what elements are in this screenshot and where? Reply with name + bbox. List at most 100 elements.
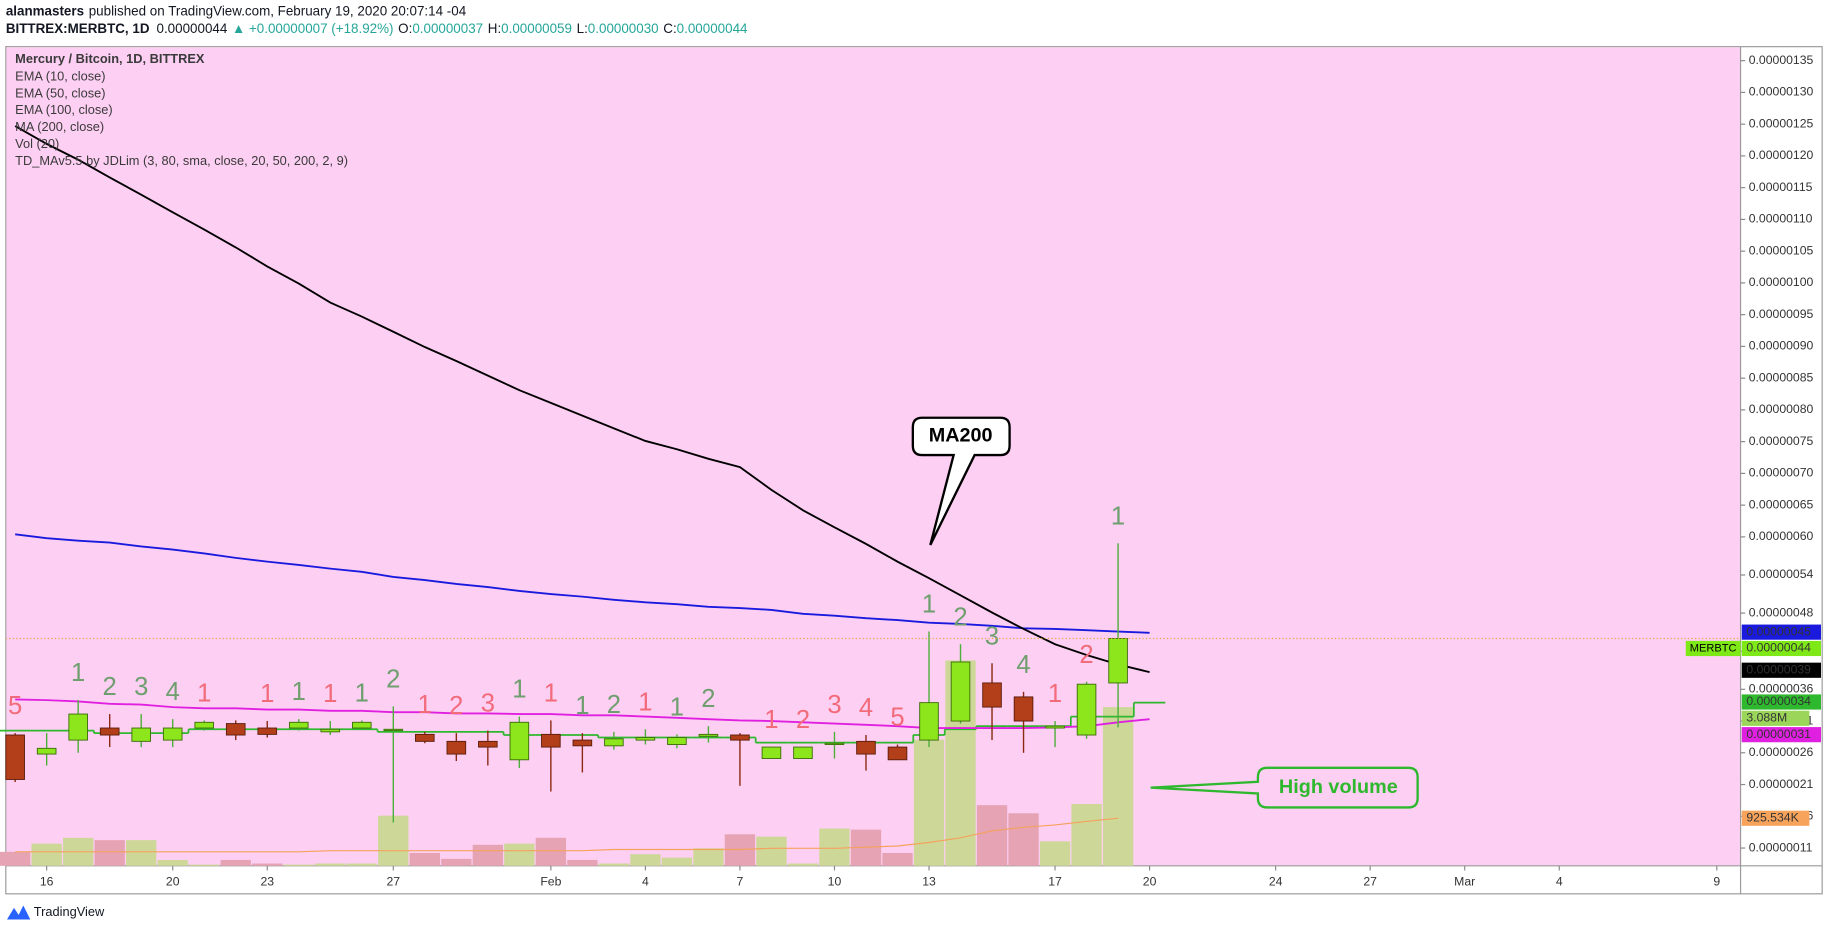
volume-bar [94,840,125,866]
volume-bar [787,863,819,866]
price-label-bg [1741,640,1822,657]
c-value: 0.00000044 [677,21,748,36]
candle-body [572,739,593,747]
ma-line [15,698,1150,729]
y-tick-label: 0.00000011 [1749,840,1813,854]
brand[interactable]: TradingView [34,904,105,919]
legend-entry: EMA (100, close) [15,102,113,117]
volume-bar [315,863,346,866]
candle-body [793,746,813,759]
y-tick-label: 0.00000065 [1749,497,1814,511]
volume-bar [567,859,598,866]
y-tick-label: 0.00000095 [1749,307,1814,321]
h-label: H: [488,21,501,36]
x-tick-label: 27 [386,874,400,888]
l-value: 0.00000030 [588,21,659,36]
volume-bar [630,854,661,866]
volume-bar [535,837,567,866]
symbol-tag: MERBTC [1690,642,1737,654]
y-tick-label: 0.00000085 [1749,370,1814,384]
price-label: 925.534K [1746,810,1799,824]
callout-text: MA200 [929,425,993,447]
td-count: 2 [386,666,400,694]
volume-bar [882,852,913,866]
td-count: 3 [134,673,148,701]
td-count: 1 [292,678,306,706]
td-count: 2 [953,603,967,631]
volume-bar [220,859,251,866]
y-tick-label: 0.00000115 [1749,180,1813,194]
volume-callout: High volume [1150,766,1419,809]
candle-body [478,740,498,748]
legend-entry: MA (200, close) [15,119,104,134]
x-tick-label: Mar [1454,874,1475,888]
volume-bar [819,828,850,866]
candle-body [320,728,341,733]
c-label: C: [663,21,676,36]
x-tick-label: 17 [1048,874,1062,888]
candles-layer [5,543,1128,823]
volume-bar [1008,813,1039,866]
y-tick-label: 0.00000105 [1749,243,1814,257]
volume-bar [441,858,472,866]
candle-body [1076,683,1097,736]
y-tick-label: 0.00000060 [1749,529,1814,543]
o-value: 0.00000037 [412,21,483,36]
candle-body [194,721,215,729]
price-label-bg [1741,694,1822,710]
author[interactable]: alanmasters [6,3,84,18]
candle-body [257,727,278,735]
candle-body [541,733,561,748]
y-tick-label: 0.00000036 [1749,682,1814,696]
x-tick-label: 13 [922,874,936,888]
td-count: 4 [166,678,180,706]
legend-entry: EMA (50, close) [15,85,105,100]
price-label-bg [1741,624,1822,640]
candle-body [131,727,151,742]
logo[interactable] [6,905,31,920]
price-label: 0.00000034 [1746,694,1811,708]
header-line-1: alanmasters published on TradingView.com,… [6,3,467,18]
td-count: 3 [481,690,495,718]
volume-bar [378,815,409,866]
td-count: 1 [418,691,432,719]
td-count: 1 [71,659,85,687]
td-count: 2 [1079,641,1093,669]
candle-body [982,682,1002,708]
candle-body [1108,638,1128,684]
lines-layer [0,125,1166,744]
volume-bar [1071,803,1102,866]
candle-body [225,723,246,736]
volume-bar [346,863,377,866]
volume-bar [252,863,283,866]
volume-bar [157,859,188,866]
symbol: BITTREX:MERBTC, 1D [6,21,150,36]
l-label: L: [577,21,588,36]
td-count: 2 [607,691,621,719]
y-tick-label: 0.00000075 [1749,434,1814,448]
candle-body [604,738,624,747]
x-tick-label: 4 [1556,874,1563,888]
td-count: 1 [575,692,589,720]
symbol-tag-bg [1685,640,1741,657]
candle-body [950,661,971,722]
td-count: 1 [355,680,369,708]
x-tick-label: Feb [540,874,561,888]
volume-bar [1039,841,1071,866]
candle-body [509,721,530,761]
x-tick-label: 10 [828,874,842,888]
candle-body [635,737,656,741]
candle-body [1045,725,1065,729]
volume-bar [472,844,503,866]
footer: TradingView [6,904,105,920]
volume-bar [283,864,314,866]
price-label-bg [1741,727,1822,743]
candle-body [162,727,183,741]
price-label: 0.00000031 [1746,727,1811,741]
published: published on TradingView.com, February 1… [89,3,467,18]
price-label: 3.088M [1746,711,1787,725]
legend-entry: TD_MAv5.5 by JDLim (3, 80, sma, close, 2… [15,153,348,168]
candle-body [919,702,939,741]
y-tick-label: 0.00000120 [1749,148,1814,162]
